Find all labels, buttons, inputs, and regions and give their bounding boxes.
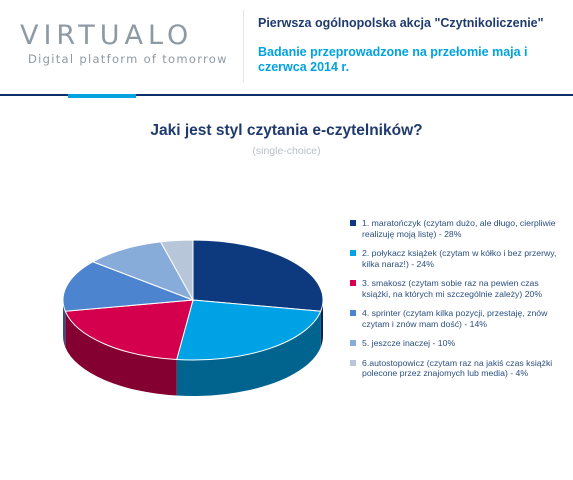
pie-slice-2 (176, 299, 322, 361)
legend-label-1: 1. maratończyk (czytam dużo, ale długo, … (362, 218, 556, 239)
legend-item-4: 4. sprinter (czytam kilka pozycji, przes… (350, 308, 560, 329)
pie-slice-3 (64, 299, 194, 361)
pie-slice-1 (192, 239, 324, 312)
header: VIRTUALO Digital platform of tomorrow Pi… (0, 0, 573, 95)
legend-label-5: 5. jeszcze inaczej - 10% (362, 338, 456, 348)
legend-swatch-3 (350, 280, 356, 286)
legend-label-2: 2. połykacz książek (czytam w kółko i be… (362, 248, 557, 269)
pie-side-4 (63, 300, 66, 348)
chart-legend: 1. maratończyk (czytam dużo, ale długo, … (350, 218, 560, 388)
virtualo-logo: VIRTUALO (20, 20, 194, 51)
pie-slice-6 (159, 239, 194, 302)
legend-item-5: 5. jeszcze inaczej - 10% (350, 338, 560, 349)
header-rule (0, 94, 573, 96)
chart-subtitle: (single-choice) (252, 145, 321, 157)
legend-swatch-1 (350, 220, 356, 226)
legend-label-3: 3. smakosz (czytam sobie raz na pewien c… (362, 278, 543, 299)
legend-item-2: 2. połykacz książek (czytam w kółko i be… (350, 248, 560, 269)
pie-slice-5 (91, 241, 195, 301)
study-period: Badanie przeprowadzone na przełomie maja… (258, 45, 528, 74)
pie-side-2 (176, 311, 321, 396)
legend-label-4: 4. sprinter (czytam kilka pozycji, przes… (362, 308, 548, 329)
legend-item-3: 3. smakosz (czytam sobie raz na pewien c… (350, 278, 560, 299)
header-divider (243, 10, 244, 82)
pie-side-3 (65, 311, 177, 396)
legend-swatch-6 (350, 359, 356, 366)
logo-tagline: Digital platform of tomorrow (28, 52, 228, 66)
campaign-title: Pierwsza ogólnopolska akcja "Czytnikolic… (258, 16, 544, 30)
legend-item-1: 1. maratończyk (czytam dużo, ale długo, … (350, 218, 560, 239)
legend-item-6: 6.autostopowicz (czytam raz na jakiś cza… (350, 358, 560, 379)
pie-side-1 (320, 300, 323, 348)
chart-title: Jaki jest styl czytania e-czytelników? (150, 122, 423, 139)
legend-swatch-2 (350, 250, 356, 256)
pie-slice-4 (62, 261, 194, 312)
legend-swatch-5 (350, 340, 356, 346)
legend-label-6: 6.autostopowicz (czytam raz na jakiś cza… (362, 357, 553, 379)
legend-swatch-4 (350, 310, 356, 316)
header-rule-accent (68, 94, 136, 98)
